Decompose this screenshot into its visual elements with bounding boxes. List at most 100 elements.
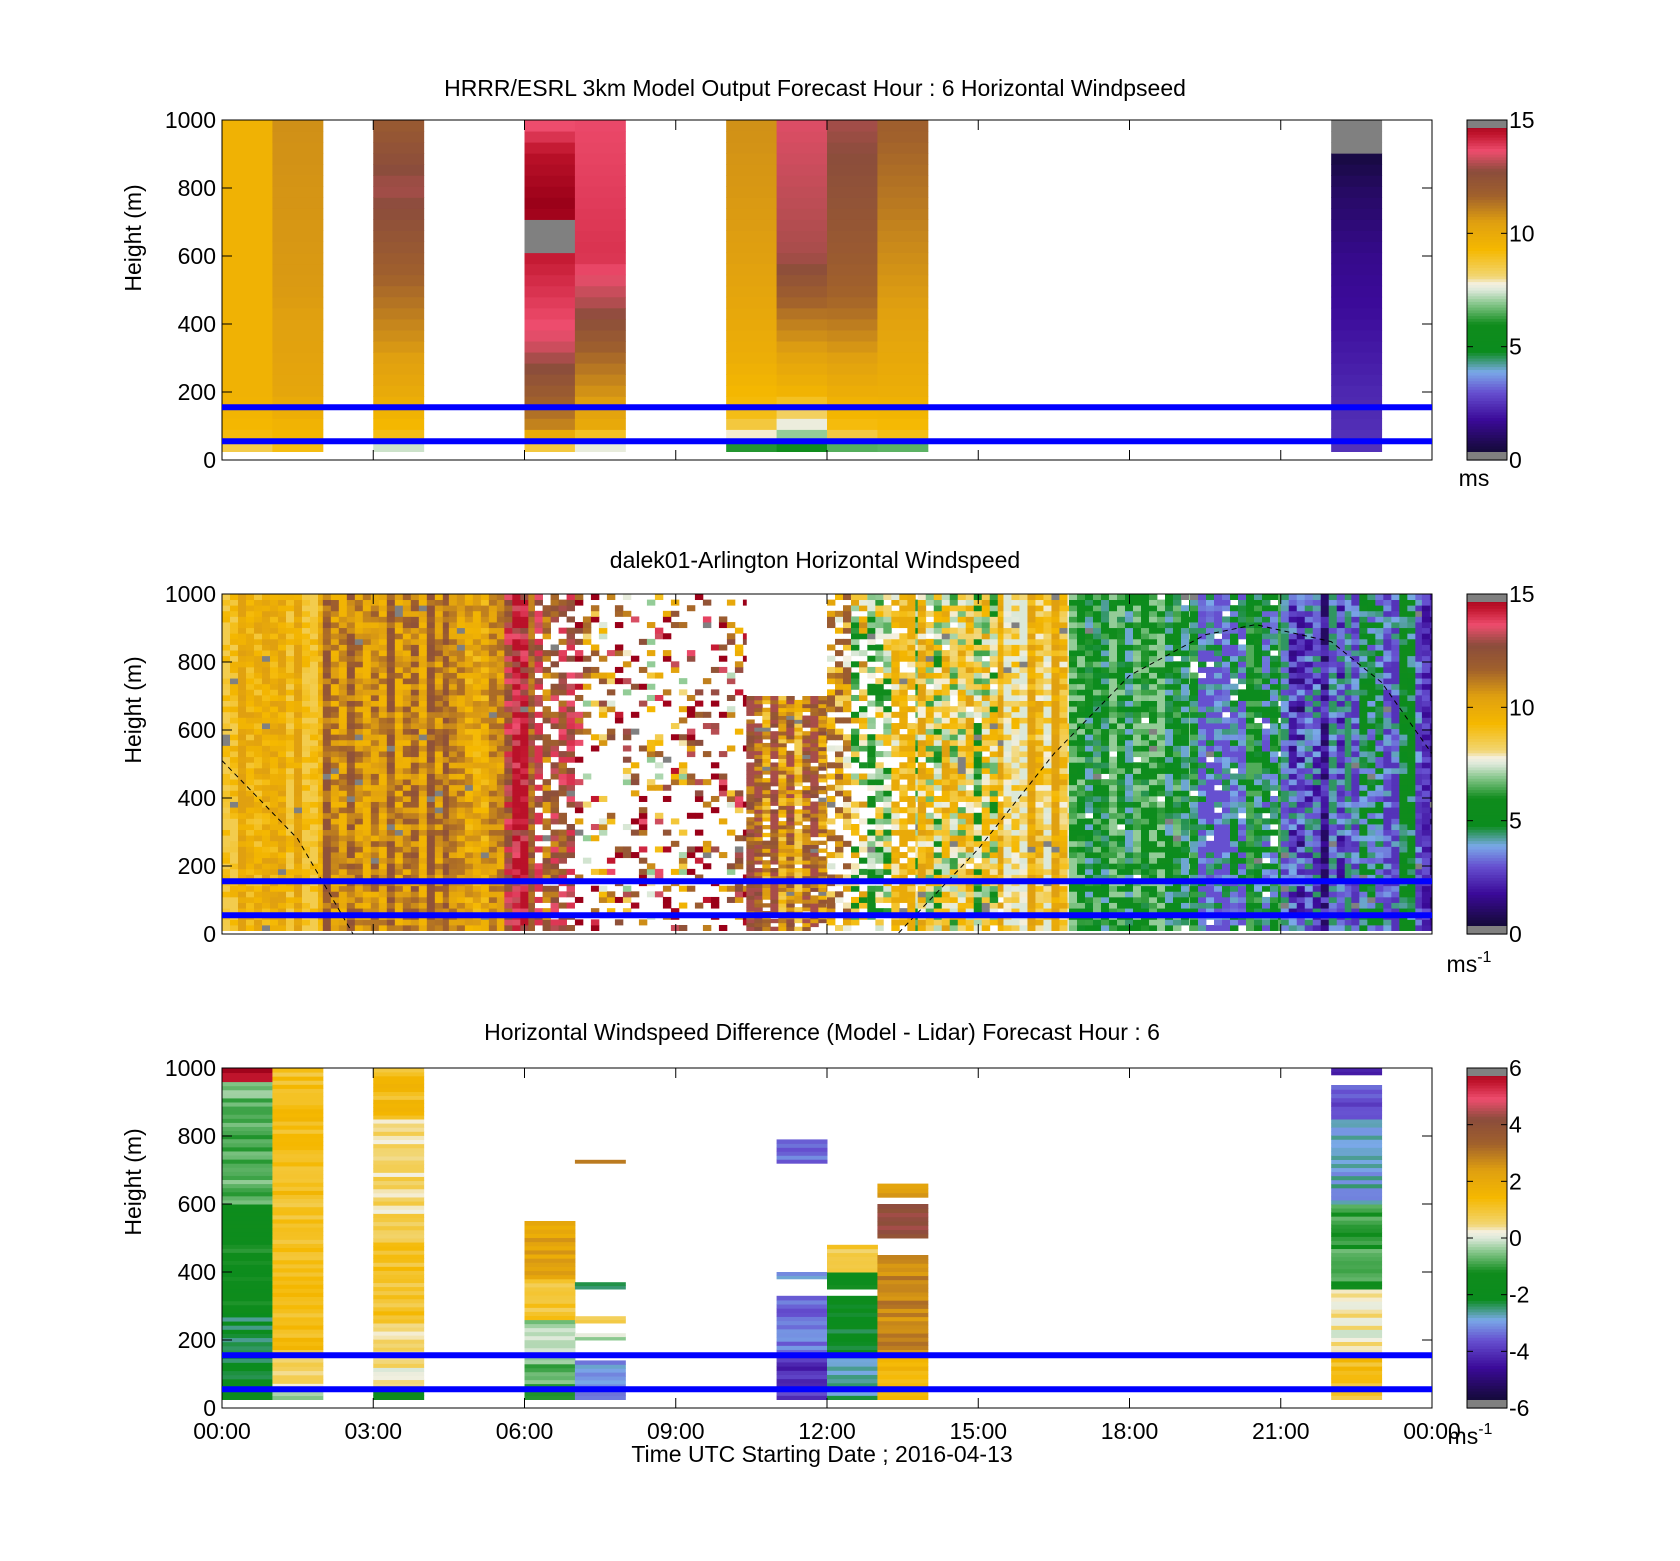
- heatmap-cell: [746, 899, 755, 904]
- heatmap-cell: [965, 762, 975, 769]
- heatmap-cell: [448, 857, 458, 864]
- heatmap-cell: [907, 885, 916, 892]
- heatmap-cell: [566, 655, 575, 662]
- heatmap-cell: [726, 868, 736, 875]
- heatmap-cell: [286, 824, 295, 831]
- heatmap-cell: [949, 655, 959, 662]
- heatmap-cell: [933, 661, 943, 668]
- heatmap-cell: [504, 661, 513, 668]
- heatmap-cell: [678, 779, 688, 786]
- heatmap-cell: [794, 774, 803, 779]
- heatmap-cell: [542, 751, 551, 758]
- heatmap-cell: [520, 908, 529, 915]
- heatmap-cell: [278, 734, 287, 741]
- colorbar-segment: [1467, 301, 1507, 305]
- heatmap-cell: [754, 825, 763, 830]
- heatmap-cell: [710, 846, 720, 853]
- heatmap-cell: [746, 696, 755, 701]
- heatmap-cell: [310, 863, 319, 870]
- heatmap-cell: [246, 745, 255, 752]
- heatmap-cell: [949, 762, 959, 769]
- heatmap-cell: [917, 829, 927, 836]
- colorbar-under-color: [1467, 452, 1507, 460]
- heatmap-cell: [786, 848, 795, 853]
- heatmap-cell: [843, 610, 852, 617]
- heatmap-cell: [504, 622, 513, 629]
- heatmap-cell: [915, 728, 919, 735]
- heatmap-cell: [246, 835, 255, 842]
- heatmap-cell: [464, 683, 474, 690]
- heatmap-cell: [925, 784, 935, 791]
- heatmap-cell: [222, 230, 273, 243]
- heatmap-cell: [754, 778, 763, 783]
- heatmap-cell: [949, 723, 959, 730]
- heatmap-cell: [480, 633, 490, 640]
- heatmap-cell: [222, 120, 273, 132]
- heatmap-cell: [827, 874, 836, 881]
- heatmap-cell: [835, 706, 844, 713]
- heatmap-cell: [346, 846, 356, 853]
- heatmap-cell: [534, 756, 543, 763]
- heatmap-cell: [686, 694, 696, 701]
- heatmap-cell: [322, 896, 332, 903]
- heatmap-cell: [294, 605, 303, 612]
- heatmap-cell: [818, 746, 827, 752]
- heatmap-cell: [810, 828, 819, 834]
- heatmap-cell: [875, 678, 884, 685]
- heatmap-cell: [818, 899, 827, 904]
- heatmap-cell: [827, 795, 836, 802]
- heatmap-cell: [464, 801, 474, 808]
- heatmap-cell: [456, 891, 466, 898]
- heatmap-cell: [262, 605, 271, 612]
- heatmap-cell: [370, 924, 380, 931]
- heatmap-cell: [867, 655, 876, 662]
- heatmap-cell: [883, 655, 892, 662]
- heatmap-cell: [410, 605, 420, 612]
- heatmap-cell: [786, 762, 795, 767]
- heatmap-cell: [354, 902, 364, 909]
- heatmap-cell: [933, 835, 943, 842]
- heatmap-cell: [310, 661, 319, 668]
- heatmap-cell: [883, 644, 892, 651]
- heatmap-cell: [434, 700, 444, 707]
- heatmap-cell: [442, 728, 450, 735]
- heatmap-cell: [818, 731, 827, 736]
- heatmap-cell: [520, 678, 529, 685]
- heatmap-cell: [426, 779, 436, 786]
- heatmap-cell: [818, 723, 827, 728]
- heatmap-cell: [574, 717, 584, 724]
- heatmap-cell: [776, 418, 828, 430]
- heatmap-cell: [238, 784, 247, 791]
- heatmap-cell: [472, 868, 482, 875]
- heatmap-cell: [566, 829, 575, 836]
- heatmap-cell: [754, 875, 763, 881]
- heatmap-cell: [254, 784, 263, 791]
- heatmap-cell: [434, 683, 444, 690]
- heatmap-cell: [246, 840, 255, 847]
- heatmap-cell: [877, 197, 929, 209]
- heatmap-cell: [899, 672, 908, 679]
- heatmap-cell: [786, 821, 795, 826]
- heatmap-cell: [496, 633, 505, 640]
- heatmap-cell: [448, 610, 458, 617]
- heatmap-cell: [810, 793, 819, 799]
- heatmap-cell: [480, 650, 490, 657]
- heatmap-cell: [354, 683, 364, 690]
- heatmap-cell: [496, 650, 505, 657]
- heatmap-cell: [915, 678, 919, 685]
- heatmap-cell: [598, 739, 608, 746]
- heatmap-cell: [770, 750, 779, 756]
- heatmap-cell: [410, 784, 420, 791]
- colorbar-segment: [1467, 278, 1507, 283]
- heatmap-cell: [778, 903, 787, 908]
- heatmap-cell: [322, 689, 332, 696]
- heatmap-cell: [254, 762, 263, 769]
- heatmap-cell: [278, 728, 287, 735]
- colorbar-segment: [1467, 233, 1507, 237]
- heatmap-cell: [770, 871, 779, 877]
- heatmap-cell: [262, 919, 271, 926]
- heatmap-cell: [965, 795, 975, 802]
- colorbar-segment: [1467, 168, 1507, 172]
- heatmap-cell: [322, 902, 332, 909]
- heatmap-cell: [778, 844, 787, 849]
